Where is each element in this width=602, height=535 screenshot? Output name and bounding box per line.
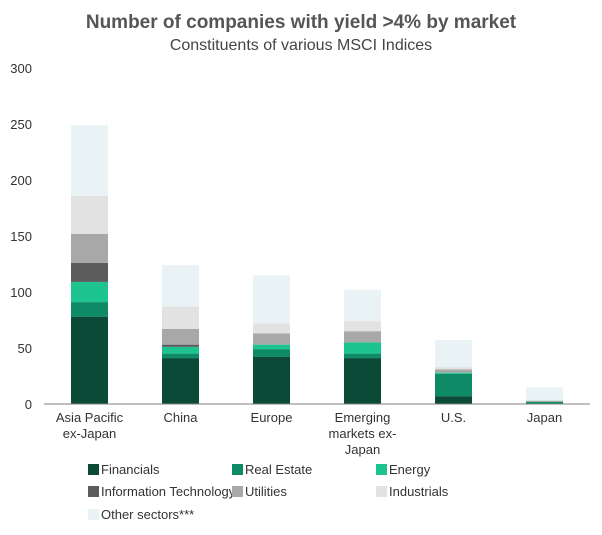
x-tick-label: Emerging [335,410,391,425]
x-tick-label: ex-Japan [63,426,116,441]
bar-segment [162,353,199,359]
bar-segment [344,321,381,332]
bar-segment [71,125,108,196]
x-tick-label: Japan [527,410,562,425]
bar-segment [526,400,563,402]
bar-segment [71,195,108,234]
bar-segment [71,316,108,404]
x-tick-label: China [164,410,199,425]
bar-segment [253,333,290,345]
bar-segment [253,356,290,404]
legend-label: Other sectors*** [101,507,194,522]
bar-segment [435,367,472,370]
y-tick-label: 150 [10,229,32,244]
legend-swatch [88,464,99,475]
legend-label: Energy [389,462,431,477]
legend-swatch [376,486,387,497]
legend-label: Information Technology [101,484,236,499]
legend-swatch [376,464,387,475]
bar-segment [162,344,199,347]
legend-label: Utilities [245,484,287,499]
legend: Financials Real Estate Energy Information T… [88,462,449,522]
bar-segment [344,289,381,322]
y-axis: 0 50 100 150 200 250 300 [10,61,32,412]
y-tick-label: 50 [18,341,32,356]
legend-swatch [88,509,99,520]
bar-segment [162,358,199,404]
bar-segment [526,401,563,404]
bar-segment [71,262,108,282]
bar-segment [435,369,472,373]
x-tick-label: markets ex- [329,426,397,441]
bar-segment [435,373,472,397]
bar-segment [344,331,381,343]
legend-swatch [88,486,99,497]
bar-segment [71,233,108,263]
legend-label: Financials [101,462,160,477]
x-tick-label: Asia Pacific [56,410,124,425]
bar-segment [71,281,108,303]
bar-segment [162,346,199,354]
bar-segment [526,387,563,401]
y-tick-label: 0 [25,397,32,412]
chart-title: Number of companies with yield >4% by ma… [86,12,517,33]
bar-segment [344,353,381,359]
bar-segment [162,265,199,307]
y-tick-label: 250 [10,117,32,132]
y-tick-label: 100 [10,285,32,300]
x-tick-label: Japan [345,442,380,457]
plot-area [71,125,563,404]
bar-segment [71,302,108,317]
legend-label: Real Estate [245,462,312,477]
legend-swatch [232,464,243,475]
bar-segment [253,323,290,334]
legend-label: Industrials [389,484,449,499]
y-tick-label: 300 [10,61,32,76]
bar-segment [435,340,472,368]
bar-segment [435,372,472,374]
bar-segment [162,306,199,329]
bar-segment [253,344,290,350]
bar-segment [253,275,290,324]
legend-swatch [232,486,243,497]
bar-segment [344,342,381,354]
x-tick-label: Europe [251,410,293,425]
chart-subtitle: Constituents of various MSCI Indices [170,37,432,54]
x-tick-label: U.S. [441,410,466,425]
bar-segment [435,396,472,404]
y-tick-label: 200 [10,173,32,188]
bar-segment [344,358,381,404]
bar-segment [162,328,199,345]
bar-segment [253,349,290,357]
